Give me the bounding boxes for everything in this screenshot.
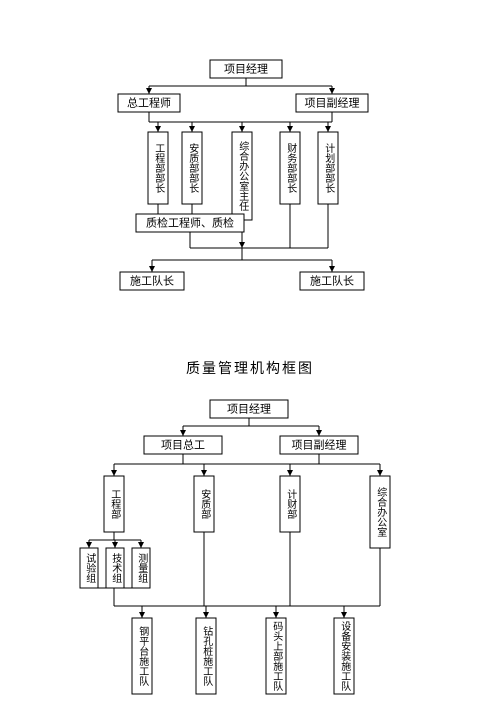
node2-t4: 设备安装施工队 (339, 621, 351, 692)
node2-eng: 工程部 (109, 489, 121, 520)
node2-zonghe: 综合办公室 (375, 486, 387, 537)
node2-zong: 项目总工 (161, 438, 205, 452)
node2-vpm: 项目副经理 (292, 439, 347, 452)
node2-g3: 测量组 (136, 552, 148, 583)
node2-g2: 技术组 (110, 552, 122, 583)
node2-g1: 试验组 (84, 552, 96, 583)
node2-t3: 码头上部施工队 (271, 621, 283, 692)
chart2-boxes: 项目经理 项目总工 项目副经理 工程部 安质部 计财部 综合办公室 试验组 技术… (80, 400, 390, 694)
node2-pm: 项目经理 (227, 403, 271, 416)
node2-t1: 钢平台施工队 (137, 625, 149, 687)
node2-anzhi: 安质部 (199, 488, 211, 520)
org-chart-2: 项目经理 项目总工 项目副经理 工程部 安质部 计财部 综合办公室 试验组 技术… (0, 0, 500, 708)
node2-jicai: 计财部 (285, 488, 297, 520)
node2-t2: 钻孔桩施工队 (201, 625, 213, 687)
